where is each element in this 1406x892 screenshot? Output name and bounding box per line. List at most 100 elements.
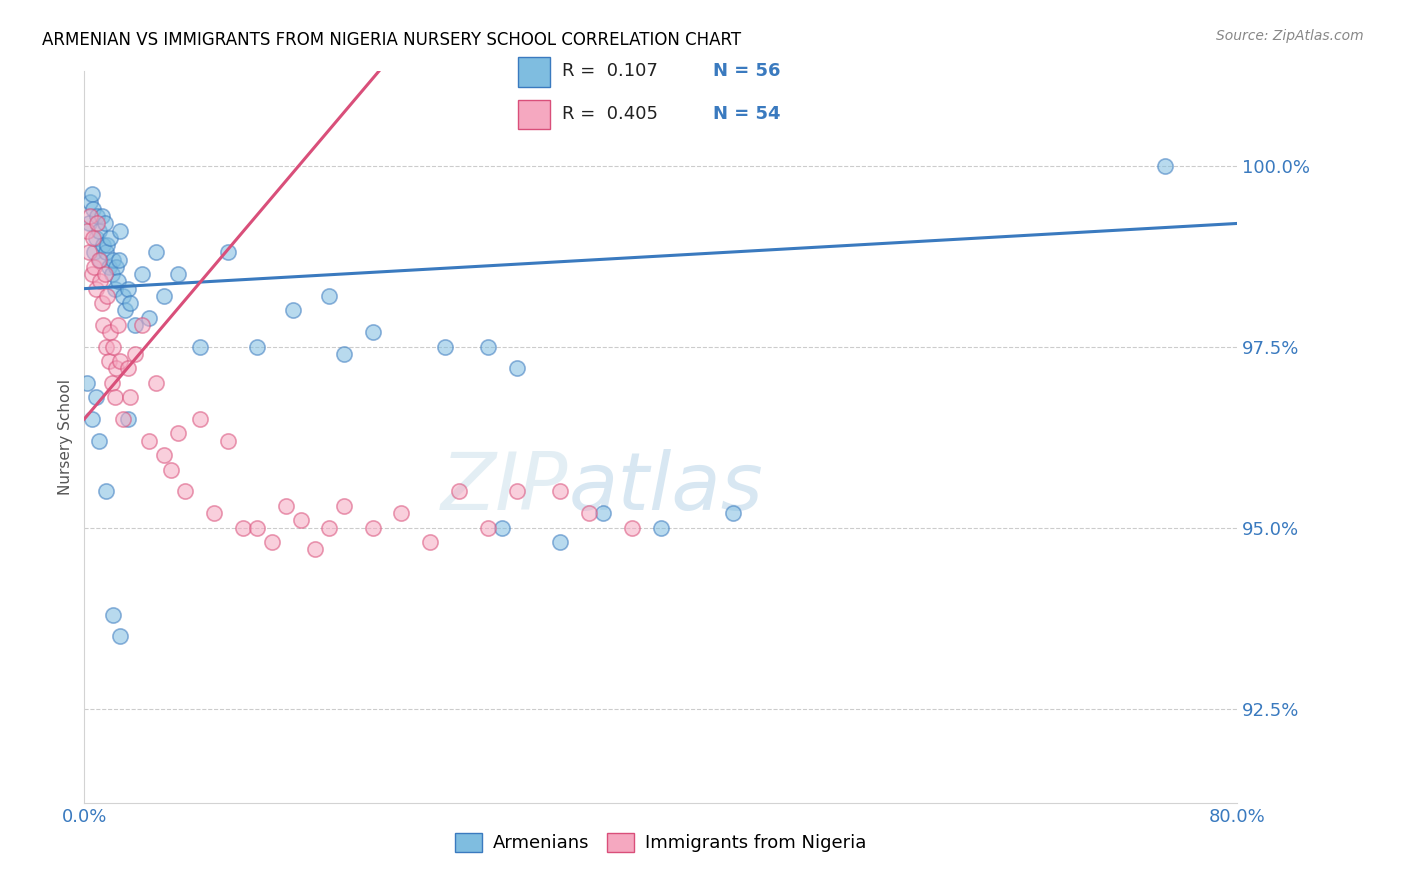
Point xyxy=(93,216,115,230)
Point xyxy=(419,535,441,549)
Point xyxy=(152,448,174,462)
Text: R =  0.405: R = 0.405 xyxy=(562,105,658,123)
Point xyxy=(477,520,499,534)
Point xyxy=(82,202,104,216)
Point xyxy=(124,347,146,361)
Point xyxy=(96,289,118,303)
Point xyxy=(86,209,108,223)
Point xyxy=(114,303,136,318)
Point xyxy=(80,412,103,426)
Point xyxy=(361,325,384,339)
Point xyxy=(333,499,356,513)
Point xyxy=(82,231,104,245)
Point xyxy=(174,484,197,499)
Point xyxy=(98,325,121,339)
Text: ZIP: ZIP xyxy=(441,450,568,527)
Point xyxy=(276,499,298,513)
Point xyxy=(84,231,107,245)
Point xyxy=(79,194,101,209)
Point xyxy=(120,296,142,310)
Point xyxy=(93,267,115,281)
Point xyxy=(491,520,513,534)
Point xyxy=(76,224,98,238)
FancyBboxPatch shape xyxy=(517,100,550,129)
Text: ARMENIAN VS IMMIGRANTS FROM NIGERIA NURSERY SCHOOL CORRELATION CHART: ARMENIAN VS IMMIGRANTS FROM NIGERIA NURS… xyxy=(42,31,741,49)
Point xyxy=(621,520,644,534)
Text: R =  0.107: R = 0.107 xyxy=(562,62,658,80)
Point xyxy=(89,274,111,288)
Point xyxy=(333,347,356,361)
Point xyxy=(84,390,107,404)
Text: Source: ZipAtlas.com: Source: ZipAtlas.com xyxy=(1216,29,1364,43)
Point xyxy=(77,216,100,230)
Point xyxy=(304,542,326,557)
Point xyxy=(124,318,146,332)
Y-axis label: Nursery School: Nursery School xyxy=(58,379,73,495)
Point xyxy=(202,506,225,520)
Point xyxy=(100,267,122,281)
Point xyxy=(110,354,132,368)
Point xyxy=(152,289,174,303)
Point xyxy=(87,434,110,448)
Point xyxy=(105,260,128,274)
Point xyxy=(104,282,127,296)
Point xyxy=(110,224,132,238)
Point xyxy=(318,520,340,534)
Point xyxy=(218,434,240,448)
Point xyxy=(391,506,413,520)
Point xyxy=(94,340,117,354)
Point xyxy=(318,289,340,303)
Point xyxy=(506,484,529,499)
Point xyxy=(89,252,111,267)
Point xyxy=(650,520,672,534)
Point xyxy=(117,412,139,426)
Point xyxy=(94,484,117,499)
Point xyxy=(218,245,240,260)
Point xyxy=(77,245,100,260)
Point xyxy=(160,463,183,477)
Point xyxy=(1154,159,1177,173)
Point xyxy=(108,252,131,267)
Point xyxy=(83,245,105,260)
Point xyxy=(477,340,499,354)
Point xyxy=(117,282,139,296)
Point xyxy=(120,390,142,404)
Point xyxy=(87,252,110,267)
Point xyxy=(112,289,135,303)
Point xyxy=(232,520,254,534)
Point xyxy=(548,484,571,499)
Point xyxy=(80,187,103,202)
Point xyxy=(449,484,471,499)
Text: atlas: atlas xyxy=(568,450,763,527)
Point xyxy=(87,224,110,238)
Point xyxy=(188,340,211,354)
Point xyxy=(260,535,283,549)
Point xyxy=(112,412,135,426)
Point xyxy=(131,318,153,332)
Point xyxy=(90,209,112,223)
Point xyxy=(105,361,128,376)
Point xyxy=(107,274,129,288)
Point xyxy=(94,245,117,260)
Point xyxy=(103,340,124,354)
Point xyxy=(592,506,614,520)
Point xyxy=(548,535,571,549)
Point xyxy=(167,267,190,281)
Point xyxy=(80,267,103,281)
Point xyxy=(131,267,153,281)
Point xyxy=(76,376,98,390)
Legend: Armenians, Immigrants from Nigeria: Armenians, Immigrants from Nigeria xyxy=(447,826,875,860)
Point xyxy=(90,296,112,310)
Point xyxy=(117,361,139,376)
Point xyxy=(84,282,107,296)
Point xyxy=(97,354,120,368)
Point xyxy=(145,376,167,390)
Point xyxy=(103,252,124,267)
Point xyxy=(97,260,120,274)
Point xyxy=(578,506,600,520)
Point xyxy=(433,340,456,354)
Point xyxy=(167,426,190,441)
Point xyxy=(506,361,529,376)
FancyBboxPatch shape xyxy=(517,57,550,87)
Point xyxy=(86,216,108,230)
